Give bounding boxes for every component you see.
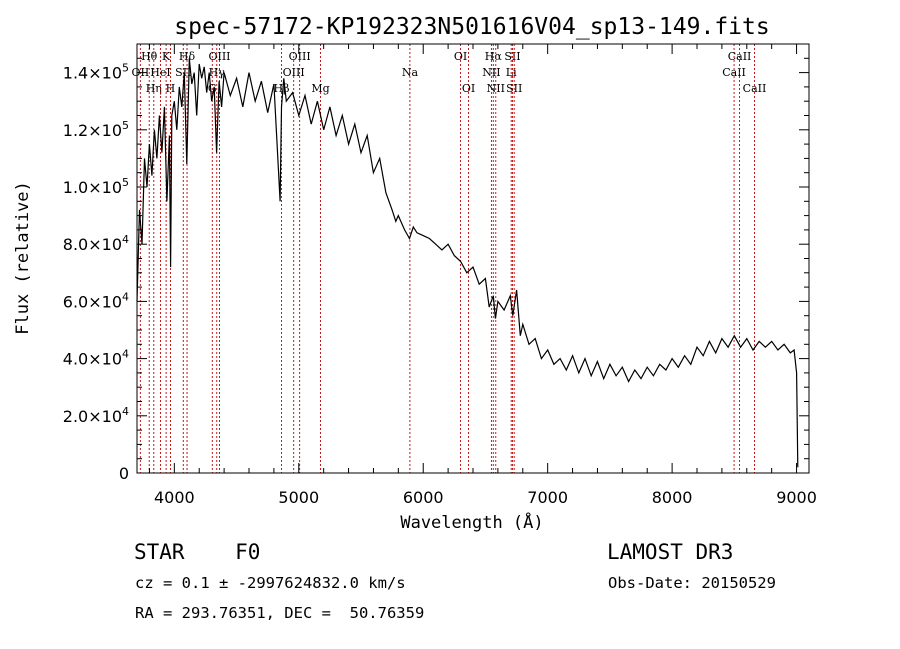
x-tick-label-0: 4000 xyxy=(154,488,195,507)
y-tick-label-2: 4.0×104 xyxy=(63,348,129,369)
x-tick-label-5: 9000 xyxy=(776,488,817,507)
y-tick-label-5: 1.0×105 xyxy=(63,176,129,197)
line-mark-label-11: Hβ xyxy=(274,82,290,95)
object-class: STAR F0 xyxy=(134,540,261,564)
line-mark-label-5: H xyxy=(166,82,176,95)
y-axis: 0 2.0×104 4.0×104 6.0×104 8.0×104 1.0×105 1.2×… xyxy=(63,57,809,483)
survey-name: LAMOST DR3 xyxy=(607,540,734,564)
chart-title: spec-57172-KP192323N501616V04_sp13-149.f… xyxy=(174,14,769,40)
line-mark-label-13: OIII xyxy=(289,50,311,63)
line-mark-label-4: K xyxy=(162,50,171,63)
spectrum-series xyxy=(136,58,799,468)
line-mark-label-17: OI xyxy=(462,82,475,95)
line-mark-label-10: OIII xyxy=(208,50,230,63)
y-tick-label-7: 1.4×105 xyxy=(63,62,129,83)
line-mark-label-18: NII xyxy=(482,66,500,79)
y-tick-label-1: 2.0×104 xyxy=(63,405,129,426)
y-tick-label-3: 6.0×104 xyxy=(63,290,129,311)
plot-frame xyxy=(136,43,810,474)
line-mark-label-26: CaII xyxy=(743,82,767,95)
line-mark-label-7: Hδ xyxy=(179,50,196,63)
redshift-line: cz = 0.1 ± -2997624832.0 km/s xyxy=(135,574,406,592)
line-mark-label-24: CaII xyxy=(722,66,746,79)
x-tick-label-4: 8000 xyxy=(652,488,693,507)
line-mark-label-23: SII xyxy=(506,82,522,95)
line-mark-label-22: SII xyxy=(504,50,520,63)
x-axis-label: Wavelength (Å) xyxy=(400,511,543,533)
line-mark-label-2: Hη xyxy=(146,82,162,95)
line-mark-label-15: Na xyxy=(402,66,419,79)
line-mark-label-25: CaII xyxy=(728,50,752,63)
line-mark-label-8: G xyxy=(208,82,217,95)
x-tick-label-2: 6000 xyxy=(403,488,444,507)
radec-line: RA = 293.76351, DEC = 50.76359 xyxy=(135,604,425,622)
line-mark-label-16: OI xyxy=(454,50,467,63)
line-mark-label-21: Li xyxy=(506,66,517,79)
line-mark-label-20: NII xyxy=(487,82,505,95)
line-marks: OIIHθHηHeIKHSIIHδGHγOIIIHβOIIIOIIIMgNaOI… xyxy=(132,44,767,473)
line-mark-label-19: Hα xyxy=(485,50,503,63)
line-mark-label-14: Mg xyxy=(311,82,329,95)
line-mark-label-9: Hγ xyxy=(209,66,226,79)
line-mark-label-12: OIII xyxy=(283,66,305,79)
obs-date: Obs-Date: 20150529 xyxy=(608,574,776,592)
x-tick-label-3: 7000 xyxy=(527,488,568,507)
y-axis-label: Flux (relative) xyxy=(13,181,33,335)
y-tick-label-0: 0 xyxy=(119,464,129,483)
y-tick-label-4: 8.0×104 xyxy=(63,233,129,254)
spectrum-line-0 xyxy=(136,58,799,468)
y-tick-label-6: 1.2×105 xyxy=(63,119,129,140)
line-mark-label-1: Hθ xyxy=(141,50,158,63)
line-mark-label-3: HeI xyxy=(150,66,170,79)
x-tick-label-1: 5000 xyxy=(278,488,319,507)
x-axis: 4000 5000 6000 7000 8000 9000 xyxy=(148,44,817,507)
